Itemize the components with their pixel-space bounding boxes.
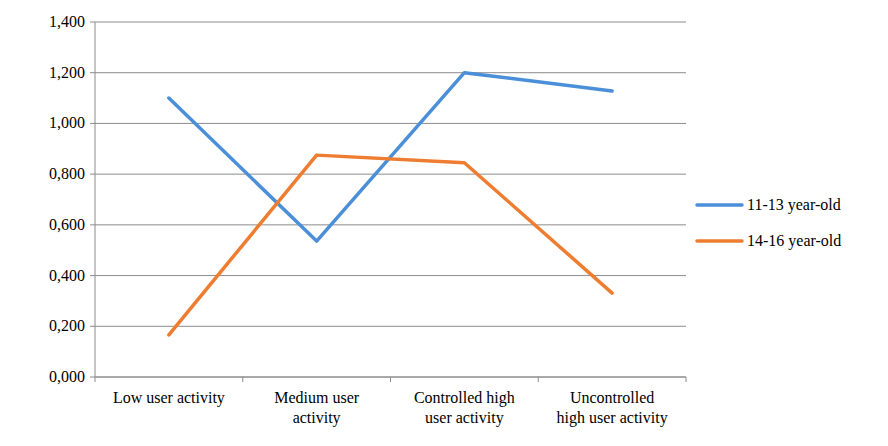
y-tick-label: 0,000 [49,368,85,385]
x-tick-label: Medium user activity [274,389,360,427]
y-tick-label: 0,600 [49,216,85,233]
y-tick-label: 0,400 [49,267,85,284]
x-tick-label: Uncontrolled high user activity [557,389,668,427]
x-tick-label-line: user activity [425,409,504,427]
grid-line [95,22,686,23]
x-tick-label: Low user activity [113,389,225,407]
y-axis [95,22,96,377]
legend-swatch [697,203,742,207]
y-tick-label: 1,400 [49,13,85,30]
grid-line [95,123,686,124]
legend-label: 14-16 year-old [747,232,841,250]
x-tick-label-line: Medium user [274,389,360,406]
legend-label: 11-13 year-old [747,196,841,214]
grid-line [95,326,686,327]
x-tick-label: Controlled high user activity [414,389,515,427]
x-tick [538,377,539,382]
y-tick-label: 1,200 [49,64,85,81]
grid-line [95,275,686,276]
y-tick [90,275,95,276]
y-tick [90,326,95,327]
legend-swatch [697,239,742,243]
x-tick-label-line: Low user activity [113,389,225,407]
series-line [169,155,612,335]
x-tick-label-line: Uncontrolled [570,389,654,406]
series-line [169,73,612,241]
y-tick [90,377,95,378]
x-tick-label-line: activity [293,409,341,427]
y-tick-label: 1,000 [49,114,85,131]
chart: 0,000 0,200 0,400 0,600 0,800 1,000 1,200 1,400… [0,0,888,446]
y-tick [90,72,95,73]
x-tick [686,377,687,382]
x-tick [242,377,243,382]
x-tick-label-line: high user activity [557,409,668,427]
x-tick-label-line: Controlled high [414,389,515,407]
y-tick [90,123,95,124]
plot-area [169,73,612,335]
y-tick [90,22,95,23]
y-tick-label: 0,200 [49,317,85,334]
x-tick [390,377,391,382]
grid-line [95,224,686,225]
grid-line [95,72,686,73]
grid-line [95,174,686,175]
y-tick [90,174,95,175]
x-tick [95,377,96,382]
y-tick-label: 0,800 [49,165,85,182]
y-tick [90,224,95,225]
